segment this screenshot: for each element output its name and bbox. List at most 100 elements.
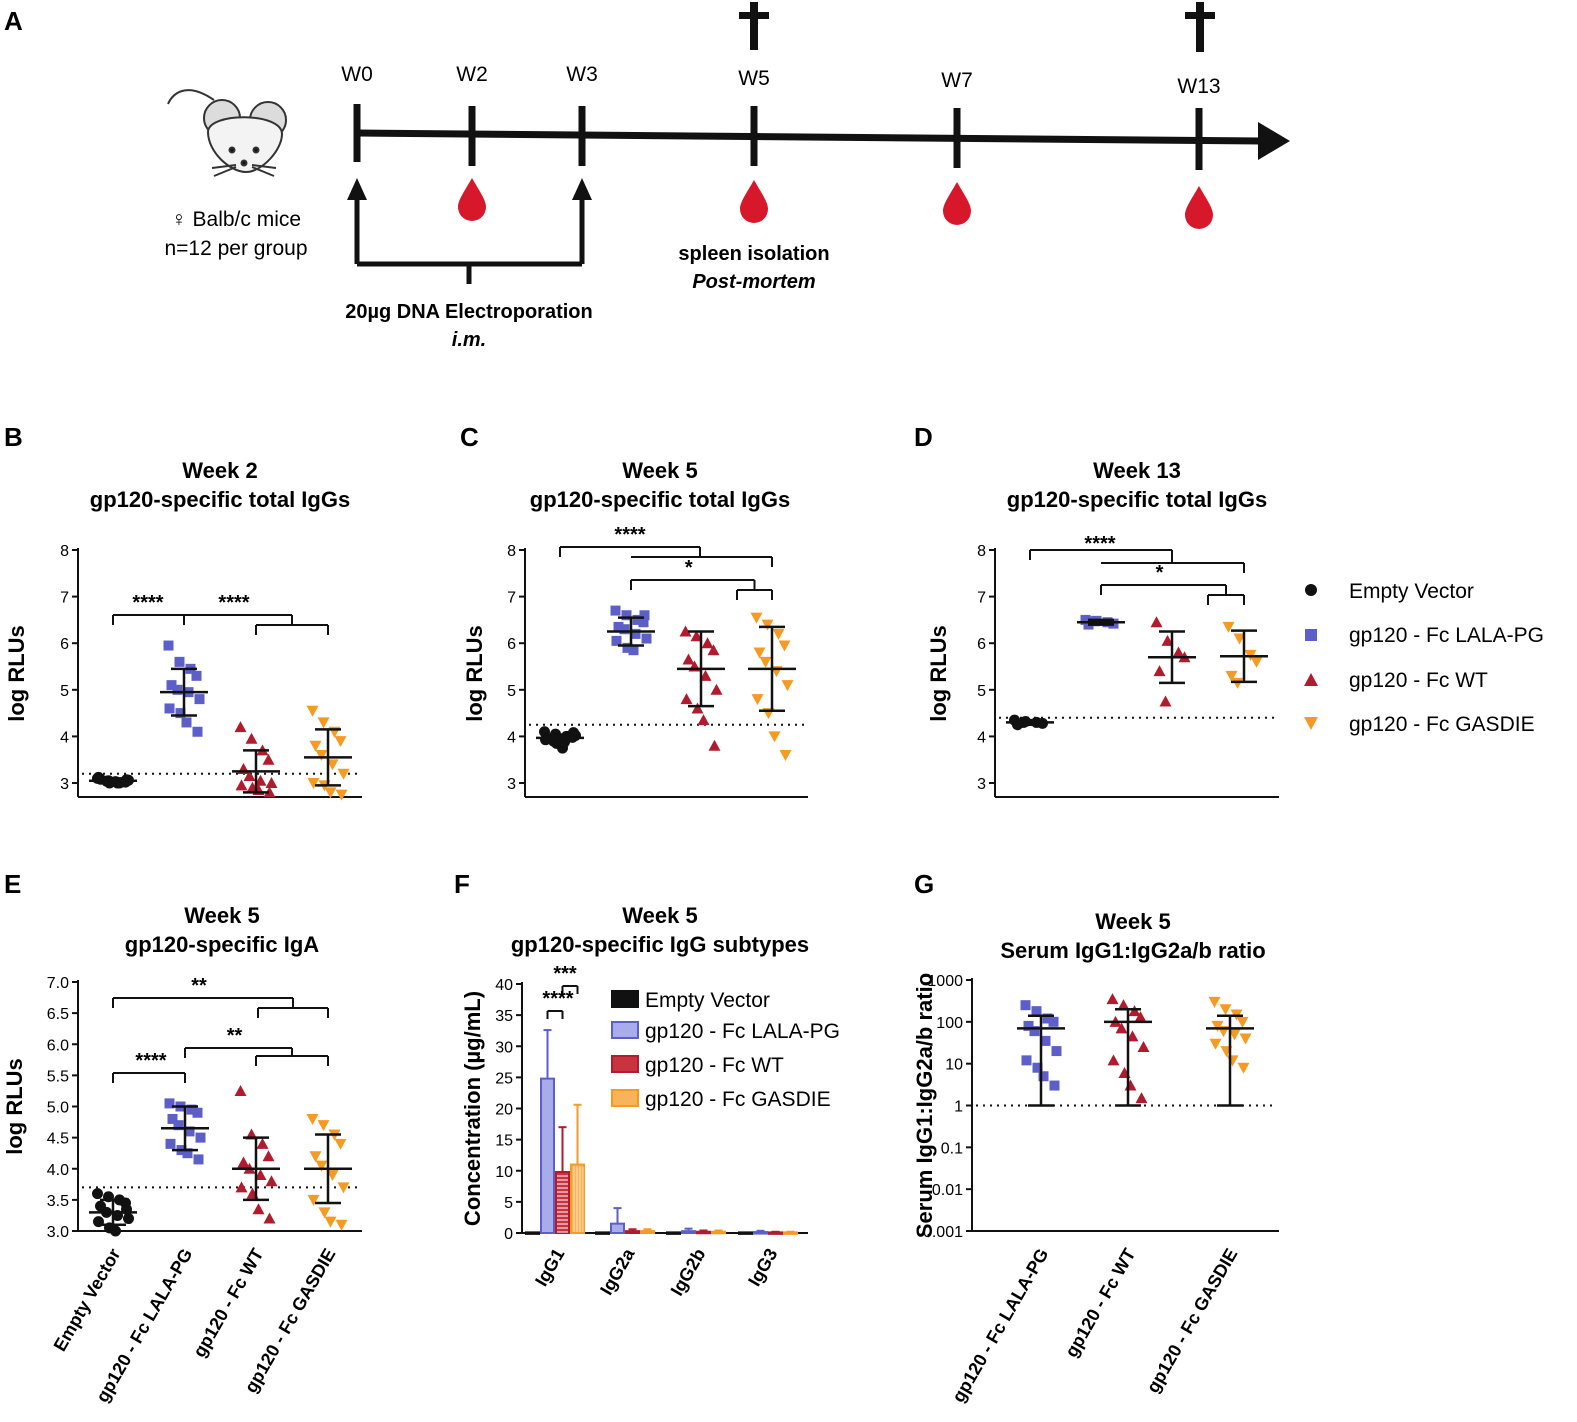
data-point-lala <box>638 617 649 628</box>
blood-drop-icon <box>458 178 1213 229</box>
data-point-empty <box>110 1225 121 1237</box>
week-ticks <box>353 104 1203 170</box>
y-tick-label: 4.0 <box>47 1162 69 1179</box>
data-point-gasdie <box>761 619 774 631</box>
x-category-label: gp120 - Fc GASDIE <box>1143 1245 1242 1396</box>
data-point-wt <box>708 739 721 751</box>
data-point-wt <box>691 702 704 714</box>
sig-label: ** <box>191 975 207 997</box>
electroporation-label: 20µg DNA Electroporation <box>345 301 592 323</box>
data-point-gasdie <box>317 1120 330 1132</box>
y-axis-label: Serum IgG1:IgG2a/b ratio <box>912 973 937 1238</box>
data-point-lala <box>172 684 183 695</box>
data-point-wt <box>699 669 712 681</box>
cross-icon-w5 <box>739 2 769 50</box>
panel-b-chart: B Week 2 gp120-specific total IgGs 3 4 5 6 7 8 lo… <box>4 422 362 801</box>
data-point-wt <box>1172 646 1185 658</box>
y-tick-label: 25 <box>495 1070 513 1087</box>
data-point-lala <box>1049 1080 1060 1091</box>
panel-letter: E <box>4 869 21 899</box>
data-point-gasdie <box>334 736 347 748</box>
y-tick-label: 4 <box>977 729 986 746</box>
data-point-lala <box>641 633 652 644</box>
data-point-wt <box>682 653 695 665</box>
data-point-wt <box>1137 1041 1150 1053</box>
data-point-lala <box>621 610 632 621</box>
y-axis-label: log RLUs <box>2 1058 27 1155</box>
data-point-gasdie <box>306 705 319 717</box>
week-label-w2: W2 <box>456 63 488 86</box>
data-point-gasdie <box>1239 1033 1252 1045</box>
data-point-lala <box>167 1113 178 1124</box>
y-tick-label: 7 <box>977 590 986 607</box>
x-category-label: IgG2a <box>596 1244 639 1298</box>
y-tick-label: 5 <box>504 1195 513 1212</box>
data-point-wt <box>1117 999 1130 1011</box>
data-point-lala <box>632 614 643 625</box>
y-tick-label: 4 <box>507 729 516 746</box>
data-point-empty <box>568 727 579 739</box>
data-point-lala <box>611 635 622 646</box>
timeline-axis <box>356 129 1263 145</box>
data-point-gasdie <box>315 750 328 762</box>
legend-swatch-gasdie <box>611 1089 639 1107</box>
bar-empty-igg1 <box>525 1231 540 1235</box>
data-point-lala <box>630 628 641 639</box>
legend-marker-gasdie <box>1304 717 1318 730</box>
data-point-wt <box>254 774 267 786</box>
data-point-wt <box>1106 993 1119 1005</box>
y-tick-label: 15 <box>495 1133 513 1150</box>
y-tick-label: 6 <box>977 636 986 653</box>
y-tick-label: 7.0 <box>47 975 69 992</box>
data-point-gasdie <box>1208 996 1221 1008</box>
y-tick-label: 3.5 <box>47 1193 69 1210</box>
sig-label: ** <box>227 1025 243 1047</box>
data-point-lala <box>186 1104 197 1115</box>
y-tick-label: 4.5 <box>47 1131 69 1148</box>
data-point-gasdie <box>307 778 320 790</box>
data-point-lala <box>164 1098 175 1109</box>
data-point-empty <box>540 734 551 746</box>
chart-title-line1: Week 5 <box>1095 909 1170 934</box>
data-point-lala <box>613 621 624 632</box>
y-tick-label: 1000 <box>927 973 963 990</box>
y-tick-label: 5 <box>977 683 986 700</box>
sig-label: *** <box>553 963 577 985</box>
chart-title-line2: gp120-specific total IgGs <box>1007 487 1267 512</box>
data-point-gasdie <box>324 1216 337 1228</box>
data-point-gasdie <box>781 680 794 692</box>
legend-marker-wt <box>1304 673 1318 686</box>
panel-letter: G <box>914 869 934 899</box>
y-tick-label: 7 <box>60 590 69 607</box>
y-tick-label: 30 <box>495 1039 513 1056</box>
chart-title-line1: Week 2 <box>182 458 257 483</box>
data-point-lala <box>175 708 186 719</box>
data-point-wt <box>697 714 710 726</box>
data-point-lala <box>163 640 174 651</box>
data-point-lala <box>619 624 630 635</box>
week-label-w5: W5 <box>738 67 770 90</box>
electroporation-bracket <box>354 195 585 284</box>
data-point-gasdie <box>1233 633 1246 645</box>
data-point-gasdie <box>759 656 772 668</box>
sig-label: **** <box>542 988 573 1010</box>
data-point-wt <box>265 1175 278 1187</box>
data-point-wt <box>1159 695 1172 707</box>
y-tick-label: 8 <box>60 543 69 560</box>
panel-letter: F <box>454 869 470 899</box>
data-point-wt <box>263 1212 276 1224</box>
panel-d-chart: D Week 13 gp120-specific total IgGs 3 4 5 6 7 8 l… <box>914 422 1279 798</box>
legend-swatch-lala <box>611 1021 639 1039</box>
y-tick-label: 6 <box>60 636 69 653</box>
data-point-gasdie <box>751 694 764 706</box>
data-point-lala <box>166 680 177 691</box>
arrow-up-icon <box>572 178 592 200</box>
bar-gasdie-igg2a <box>640 1230 655 1234</box>
y-tick-label: 5.5 <box>47 1068 69 1085</box>
y-tick-label: 100 <box>936 1015 963 1032</box>
data-point-lala <box>610 605 621 616</box>
y-axis-label: log RLUs <box>4 625 29 722</box>
panel-a: A ♀ Balb/c mice n=12 per group W0 W2 <box>4 2 1290 351</box>
data-point-lala <box>181 717 192 728</box>
